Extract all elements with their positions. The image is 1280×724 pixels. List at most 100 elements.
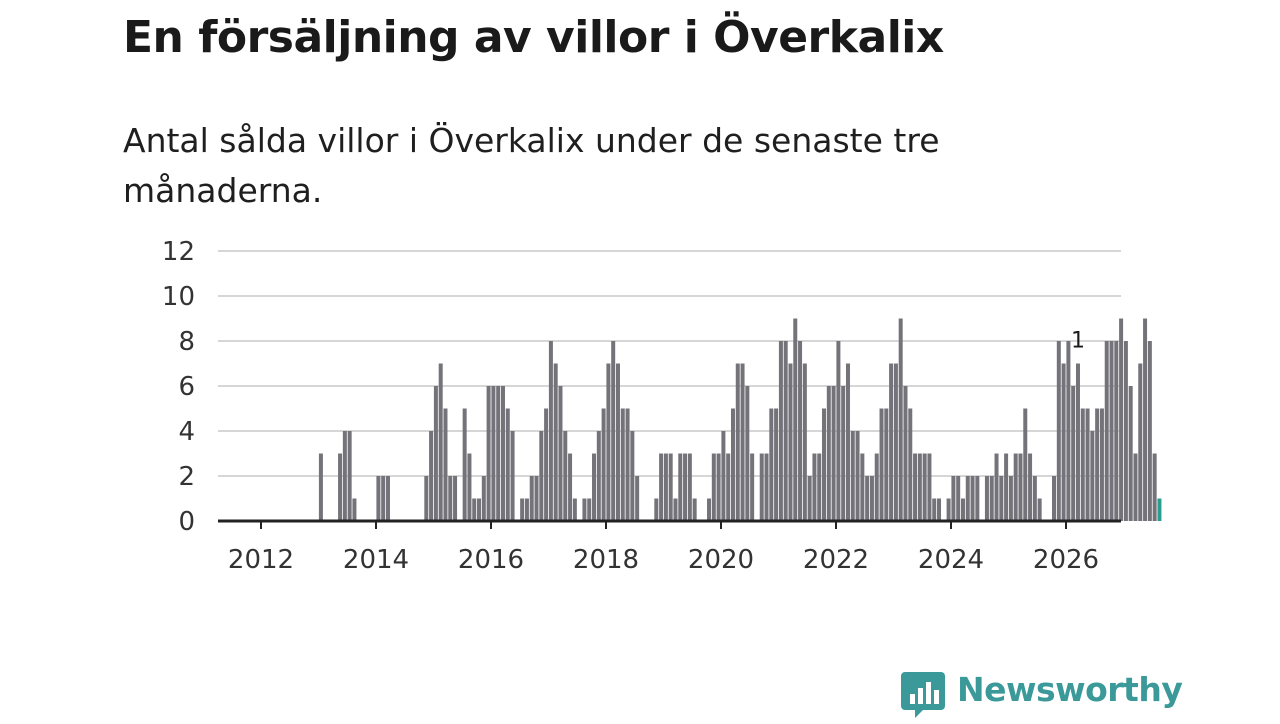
bar <box>424 476 429 521</box>
bar <box>711 453 716 521</box>
bar <box>558 386 563 521</box>
bar <box>1099 408 1104 521</box>
bar <box>1056 341 1061 521</box>
bar <box>429 431 434 521</box>
bar <box>596 431 601 521</box>
bar <box>898 318 903 521</box>
bar <box>529 476 534 521</box>
bar <box>687 453 692 521</box>
bar <box>841 386 846 521</box>
y-tick-label: 8 <box>178 327 195 357</box>
bar <box>707 498 712 521</box>
newsworthy-logo: Newsworthy <box>901 668 1183 720</box>
bar <box>735 363 740 521</box>
bar <box>385 476 390 521</box>
bar <box>1032 476 1037 521</box>
y-tick-label: 4 <box>178 417 195 447</box>
bar <box>1147 341 1152 521</box>
bar <box>946 498 951 521</box>
bar-annotation: 1 <box>1071 329 1085 354</box>
bar <box>467 453 472 521</box>
bar <box>817 453 822 521</box>
x-tick-label: 2026 <box>1033 545 1099 575</box>
bar <box>496 386 501 521</box>
x-tick-label: 2022 <box>803 545 869 575</box>
bar <box>774 408 779 521</box>
bar <box>822 408 827 521</box>
bar <box>965 476 970 521</box>
bar <box>520 498 525 521</box>
bar <box>611 341 616 521</box>
bar <box>318 453 323 521</box>
bar <box>625 408 630 521</box>
bar <box>592 453 597 521</box>
bar <box>960 498 965 521</box>
bar <box>1133 453 1138 521</box>
bar <box>477 498 482 521</box>
bar <box>836 341 841 521</box>
bar <box>750 453 755 521</box>
bar <box>1075 363 1080 521</box>
bar <box>927 453 932 521</box>
bar <box>937 498 942 521</box>
bar <box>826 386 831 521</box>
bar <box>1071 386 1076 521</box>
bar <box>500 386 505 521</box>
bar <box>1095 408 1100 521</box>
bar <box>769 408 774 521</box>
bar <box>893 363 898 521</box>
bar <box>831 386 836 521</box>
bar <box>879 408 884 521</box>
labels: 0 2 4 6 8 10 12 1 2012 2014 2016 2018 2020 2022 2024 20… <box>162 237 1099 575</box>
bar <box>1119 318 1124 521</box>
bar <box>1080 408 1085 521</box>
bar <box>524 498 529 521</box>
bar <box>659 453 664 521</box>
bar <box>678 453 683 521</box>
bar <box>582 498 587 521</box>
y-tick-label: 6 <box>178 372 195 402</box>
bar <box>721 431 726 521</box>
bar <box>347 431 352 521</box>
bar <box>548 341 553 521</box>
bar <box>802 363 807 521</box>
bar <box>1018 453 1023 521</box>
bar <box>683 453 688 521</box>
bar-highlight <box>1157 498 1162 521</box>
bar <box>845 363 850 521</box>
bar <box>1008 476 1013 521</box>
bar <box>563 431 568 521</box>
chart-title: En försäljning av villor i Överkalix <box>123 12 944 63</box>
bar <box>1104 341 1109 521</box>
bar <box>544 408 549 521</box>
bar <box>874 453 879 521</box>
bar <box>620 408 625 521</box>
bar <box>462 408 467 521</box>
bar <box>783 341 788 521</box>
bar <box>606 363 611 521</box>
x-tick-label: 2016 <box>458 545 524 575</box>
bar <box>472 498 477 521</box>
bar <box>908 408 913 521</box>
y-tick-label: 2 <box>178 462 195 492</box>
bar <box>716 453 721 521</box>
bar <box>807 476 812 521</box>
bar <box>1085 408 1090 521</box>
newsworthy-logo-text: Newsworthy <box>957 670 1183 709</box>
bar <box>491 386 496 521</box>
y-tick-label: 10 <box>162 282 195 312</box>
bar <box>855 431 860 521</box>
bar <box>1152 453 1157 521</box>
bar <box>726 453 731 521</box>
bar <box>481 476 486 521</box>
bar <box>793 318 798 521</box>
bar <box>505 408 510 521</box>
y-tick-label: 0 <box>178 507 195 537</box>
bar <box>534 476 539 521</box>
bar <box>601 408 606 521</box>
bar <box>884 408 889 521</box>
bar <box>812 453 817 521</box>
y-tick-label: 12 <box>162 237 195 267</box>
bar <box>956 476 961 521</box>
bar <box>572 498 577 521</box>
